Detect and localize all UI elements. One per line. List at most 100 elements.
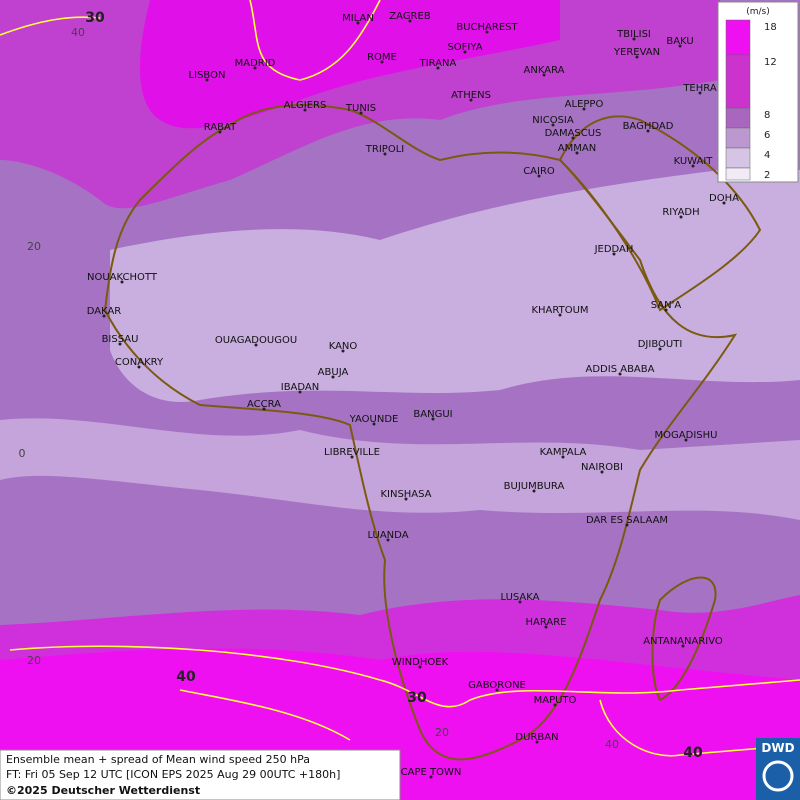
city-label: NAIROBI xyxy=(581,462,623,473)
city-label: AMMAN xyxy=(558,143,596,154)
isotach xyxy=(599,699,800,757)
city-label: KHARTOUM xyxy=(531,305,588,316)
city-label: NICOSIA xyxy=(532,115,574,126)
city-label: KUWAIT xyxy=(674,156,714,167)
grid-label: 20 xyxy=(27,240,41,253)
city-marker xyxy=(469,98,473,102)
city-marker xyxy=(341,349,345,353)
city-marker xyxy=(205,78,209,82)
city-marker xyxy=(575,151,579,155)
city-label: LUANDA xyxy=(367,530,408,541)
city-label: SAN'A xyxy=(651,300,682,311)
city-label: YEREVAN xyxy=(613,47,660,58)
contour-label: 30 xyxy=(85,10,105,26)
city-marker xyxy=(571,136,575,140)
city-label: MILAN xyxy=(342,13,374,24)
city-marker xyxy=(518,600,522,604)
city-marker xyxy=(380,60,384,64)
footer-box xyxy=(0,749,401,800)
labels: MILAN ZAGREB BUCHAREST TBILISI BAKU YEREVAN RO… xyxy=(19,10,739,779)
city-marker xyxy=(118,342,122,346)
contour-label: 40 xyxy=(176,669,196,685)
city-marker xyxy=(678,44,682,48)
city-marker xyxy=(635,55,639,59)
legend-swatch xyxy=(725,107,751,129)
city-label: WINDHOEK xyxy=(392,657,449,668)
city-label: ANTANANARIVO xyxy=(643,636,723,647)
city-label: OUAGADOUGOU xyxy=(215,335,297,346)
city-marker xyxy=(372,422,376,426)
logo-text: DWD xyxy=(761,741,794,755)
city-marker xyxy=(535,740,539,744)
city-label: ADDIS ABABA xyxy=(586,364,655,375)
wind-band xyxy=(110,170,800,402)
city-label: ATHENS xyxy=(451,90,491,101)
city-label: HARARE xyxy=(525,617,566,628)
city-marker xyxy=(102,314,106,318)
city-marker xyxy=(537,174,541,178)
city-label: DJIBOUTI xyxy=(638,339,683,350)
city-marker xyxy=(120,280,124,284)
city-marker xyxy=(625,523,629,527)
city-marker xyxy=(544,625,548,629)
city-label: LISBON xyxy=(189,70,226,81)
city-marker xyxy=(298,390,302,394)
city-marker xyxy=(431,417,435,421)
city-label: BUJUMBURA xyxy=(504,481,565,492)
legend-tick: 6 xyxy=(764,130,770,141)
city-marker xyxy=(386,538,390,542)
city-label: TEHRA xyxy=(682,83,716,94)
footer-line: FT: Fri 05 Sep 12 UTC [ICON EPS 2025 Aug… xyxy=(6,768,340,781)
city-label: TBILISI xyxy=(616,29,651,40)
legend-swatch xyxy=(725,54,751,109)
city-label: BAKU xyxy=(666,36,693,47)
city-marker xyxy=(542,73,546,77)
city-label: BAGHDAD xyxy=(623,121,674,132)
city-label: TUNIS xyxy=(345,103,376,114)
city-marker xyxy=(664,308,668,312)
legend-tick: 8 xyxy=(764,110,770,121)
legend: (m/s) 18 12 8 6 4 2 xyxy=(717,1,799,183)
city-marker xyxy=(600,470,604,474)
city-marker xyxy=(558,313,562,317)
city-label: BANGUI xyxy=(413,409,452,420)
city-marker xyxy=(350,455,354,459)
city-marker xyxy=(418,665,422,669)
city-label: IBADAN xyxy=(281,382,320,393)
city-label: DURBAN xyxy=(515,732,558,743)
city-label: TIRANA xyxy=(419,58,457,69)
city-label: BUCHAREST xyxy=(456,22,518,33)
city-marker xyxy=(551,123,555,127)
city-marker xyxy=(485,30,489,34)
city-marker xyxy=(722,201,726,205)
city-label: DAMASCUS xyxy=(545,128,602,139)
city-label: LUSAKA xyxy=(501,592,540,603)
city-label: ACCRA xyxy=(247,399,281,410)
legend-swatch xyxy=(725,147,751,169)
legend-swatch xyxy=(725,127,751,149)
legend-tick: 2 xyxy=(764,170,770,181)
city-marker xyxy=(436,66,440,70)
city-label: GABORONE xyxy=(468,680,526,691)
legend-swatch xyxy=(725,19,751,56)
city-label: ROME xyxy=(367,52,397,63)
isotach xyxy=(9,645,800,708)
city-label: BISSAU xyxy=(102,334,139,345)
city-marker xyxy=(137,365,141,369)
city-label: DOHA xyxy=(709,193,739,204)
city-label: KANO xyxy=(329,341,358,352)
legend-swatch xyxy=(725,167,751,181)
city-marker xyxy=(681,644,685,648)
city-marker xyxy=(658,347,662,351)
city-marker xyxy=(684,438,688,442)
grid-label: 20 xyxy=(27,654,41,667)
coastline xyxy=(558,115,762,312)
city-marker xyxy=(359,111,363,115)
city-marker xyxy=(698,91,702,95)
city-label: KINSHASA xyxy=(380,489,431,500)
city-label: LIBREVILLE xyxy=(324,447,380,458)
city-marker xyxy=(383,152,387,156)
city-label: JEDDAH xyxy=(594,244,634,255)
